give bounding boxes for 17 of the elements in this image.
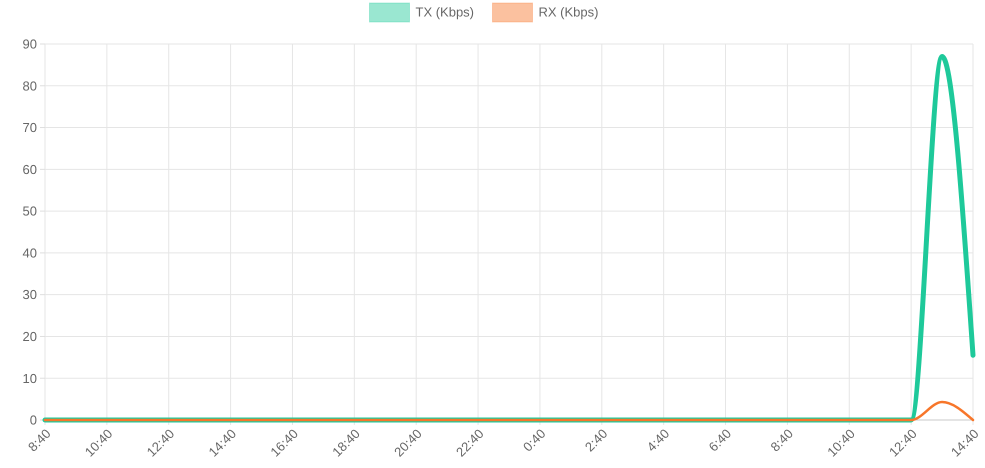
x-tick-label: 6:40 <box>706 426 734 454</box>
y-tick-label: 0 <box>30 412 37 428</box>
y-tick-label: 40 <box>22 245 37 260</box>
y-tick-label: 10 <box>22 370 37 386</box>
y-tick-label: 30 <box>22 287 37 302</box>
y-tick-label: 60 <box>22 162 37 177</box>
y-tick-label: 80 <box>22 78 37 94</box>
x-tick-label: 0:40 <box>520 426 548 454</box>
x-tick-label: 4:40 <box>644 426 672 454</box>
y-tick-label: 90 <box>22 36 37 52</box>
legend-label: TX (Kbps) <box>416 4 474 20</box>
x-tick-label: 8:40 <box>767 426 796 454</box>
x-tick-label: 8:40 <box>25 426 54 454</box>
y-tick-label: 20 <box>22 328 37 344</box>
y-tick-label: 50 <box>22 204 37 219</box>
legend-label: RX (Kbps) <box>538 4 598 20</box>
y-tick-label: 70 <box>22 120 37 136</box>
